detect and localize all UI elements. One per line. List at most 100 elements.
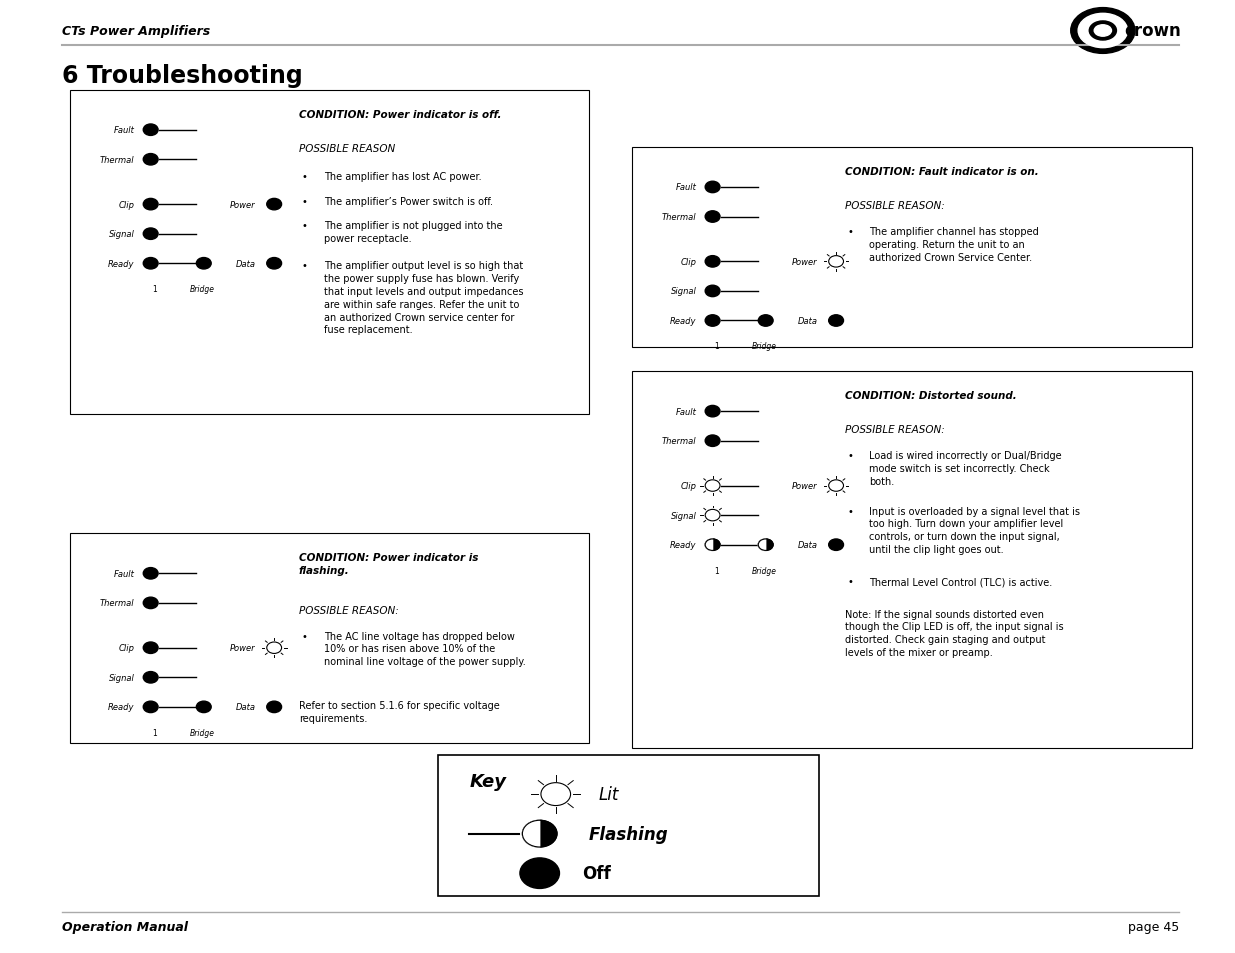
Ellipse shape — [1089, 22, 1116, 41]
Ellipse shape — [1094, 26, 1112, 37]
Text: Thermal: Thermal — [100, 155, 135, 165]
Circle shape — [196, 258, 211, 270]
Text: 1: 1 — [152, 728, 157, 737]
Text: POSSIBLE REASON:: POSSIBLE REASON: — [845, 425, 945, 435]
Circle shape — [522, 821, 557, 847]
Text: 1: 1 — [714, 566, 719, 575]
Circle shape — [267, 701, 282, 713]
Text: CONDITION: Fault indicator is on.: CONDITION: Fault indicator is on. — [845, 167, 1039, 176]
Circle shape — [705, 315, 720, 327]
Ellipse shape — [1071, 9, 1135, 54]
Text: Signal: Signal — [671, 287, 697, 296]
Text: The amplifier’s Power switch is off.: The amplifier’s Power switch is off. — [324, 196, 493, 206]
Text: •: • — [847, 577, 853, 586]
Text: Clip: Clip — [680, 257, 697, 267]
Circle shape — [143, 701, 158, 713]
Circle shape — [143, 154, 158, 166]
Text: CONDITION: Distorted sound.: CONDITION: Distorted sound. — [845, 391, 1016, 400]
Text: page 45: page 45 — [1129, 920, 1179, 933]
Circle shape — [143, 258, 158, 270]
Circle shape — [196, 701, 211, 713]
Circle shape — [705, 182, 720, 193]
Text: Thermal Level Control (TLC) is active.: Thermal Level Control (TLC) is active. — [869, 577, 1052, 586]
Wedge shape — [705, 539, 713, 551]
Text: CTs Power Amplifiers: CTs Power Amplifiers — [62, 25, 210, 38]
Text: •: • — [301, 631, 308, 640]
Text: Thermal: Thermal — [662, 213, 697, 222]
Text: •: • — [301, 172, 308, 181]
Text: Data: Data — [236, 259, 256, 269]
Text: Signal: Signal — [109, 673, 135, 682]
Text: Ready: Ready — [671, 316, 697, 326]
Text: The amplifier output level is so high that
the power supply fuse has blown. Veri: The amplifier output level is so high th… — [324, 261, 524, 335]
Text: Lit: Lit — [599, 785, 619, 803]
Text: 6 Troubleshooting: 6 Troubleshooting — [62, 64, 303, 89]
Circle shape — [143, 642, 158, 654]
Circle shape — [143, 598, 158, 609]
Wedge shape — [522, 821, 540, 847]
Text: POSSIBLE REASON:: POSSIBLE REASON: — [845, 201, 945, 211]
Text: •: • — [847, 506, 853, 516]
Text: Clip: Clip — [119, 200, 135, 210]
Text: Power: Power — [230, 200, 256, 210]
Text: Signal: Signal — [671, 511, 697, 520]
Text: Power: Power — [792, 257, 818, 267]
Text: The amplifier channel has stopped
operating. Return the unit to an
authorized Cr: The amplifier channel has stopped operat… — [869, 227, 1039, 262]
Text: 1: 1 — [152, 285, 157, 294]
Text: Off: Off — [582, 864, 610, 882]
Circle shape — [758, 315, 773, 327]
FancyBboxPatch shape — [438, 755, 819, 896]
Wedge shape — [758, 539, 766, 551]
Text: Ready: Ready — [109, 702, 135, 712]
Text: Ready: Ready — [671, 540, 697, 550]
Text: Fault: Fault — [114, 126, 135, 135]
Text: Data: Data — [236, 702, 256, 712]
Circle shape — [143, 568, 158, 579]
Circle shape — [705, 212, 720, 223]
Circle shape — [143, 199, 158, 211]
Text: Fault: Fault — [114, 569, 135, 578]
Text: Bridge: Bridge — [752, 342, 777, 351]
Text: POSSIBLE REASON:: POSSIBLE REASON: — [299, 605, 399, 615]
Circle shape — [705, 286, 720, 297]
Circle shape — [143, 125, 158, 136]
Text: Key: Key — [469, 772, 506, 790]
Text: Signal: Signal — [109, 230, 135, 239]
Text: Input is overloaded by a signal level that is
too high. Turn down your amplifier: Input is overloaded by a signal level th… — [869, 506, 1081, 555]
FancyBboxPatch shape — [70, 534, 589, 743]
Text: Load is wired incorrectly or Dual/Bridge
mode switch is set incorrectly. Check
b: Load is wired incorrectly or Dual/Bridge… — [869, 451, 1062, 486]
FancyBboxPatch shape — [632, 148, 1192, 348]
Circle shape — [705, 539, 720, 551]
Text: POSSIBLE REASON: POSSIBLE REASON — [299, 144, 395, 153]
Text: 1: 1 — [714, 342, 719, 351]
Circle shape — [705, 406, 720, 417]
Text: •: • — [301, 221, 308, 231]
Text: Bridge: Bridge — [190, 285, 215, 294]
Text: •: • — [847, 227, 853, 236]
Text: Clip: Clip — [680, 481, 697, 491]
Ellipse shape — [1078, 14, 1128, 49]
Text: Refer to section 5.1.6 for specific voltage
requirements.: Refer to section 5.1.6 for specific volt… — [299, 700, 500, 723]
Text: Thermal: Thermal — [662, 436, 697, 446]
Text: crown: crown — [1124, 23, 1181, 40]
Text: Fault: Fault — [676, 183, 697, 193]
Text: Data: Data — [798, 540, 818, 550]
Circle shape — [829, 315, 844, 327]
Circle shape — [143, 229, 158, 240]
Circle shape — [829, 539, 844, 551]
Circle shape — [758, 539, 773, 551]
Text: Power: Power — [792, 481, 818, 491]
Text: CONDITION: Power indicator is
flashing.: CONDITION: Power indicator is flashing. — [299, 553, 478, 575]
Circle shape — [143, 672, 158, 683]
Text: Thermal: Thermal — [100, 598, 135, 608]
Text: •: • — [847, 451, 853, 460]
Text: •: • — [301, 261, 308, 271]
Text: Note: If the signal sounds distorted even
though the Clip LED is off, the input : Note: If the signal sounds distorted eve… — [845, 609, 1063, 658]
Text: Bridge: Bridge — [190, 728, 215, 737]
Text: CONDITION: Power indicator is off.: CONDITION: Power indicator is off. — [299, 110, 501, 119]
Circle shape — [520, 858, 559, 888]
Circle shape — [267, 258, 282, 270]
Circle shape — [705, 256, 720, 268]
Text: The AC line voltage has dropped below
10% or has risen above 10% of the
nominal : The AC line voltage has dropped below 10… — [324, 631, 525, 666]
Text: Flashing: Flashing — [589, 824, 668, 842]
